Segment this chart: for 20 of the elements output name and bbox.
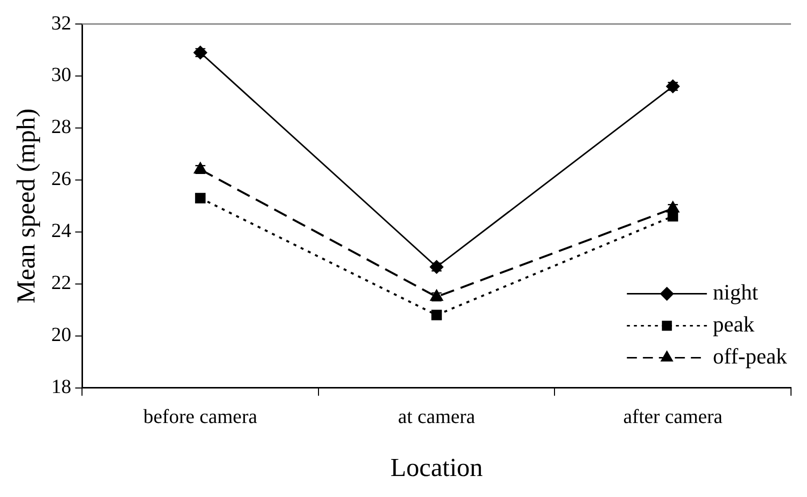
legend-label: night [712,280,758,305]
y-tick-label: 22 [51,272,72,294]
x-tick-label: before camera [143,406,258,428]
x-tick-label: after camera [623,406,723,428]
y-tick-label: 18 [51,376,72,398]
legend-label: peak [712,312,754,337]
y-tick-label: 20 [51,324,72,346]
point [431,292,442,302]
y-tick-label: 28 [51,116,72,138]
y-tick-label: 24 [51,220,72,242]
y-axis-title: Mean speed (mph) [11,108,40,304]
y-tick-label: 26 [51,168,72,190]
y-tick-label: 32 [51,12,72,34]
point [194,46,208,60]
x-tick-label: at camera [398,406,476,428]
y-tick-label: 30 [51,64,72,86]
point [430,260,444,274]
legend-label: off-peak [712,344,788,369]
point [666,80,680,94]
x-axis-title: Location [390,453,483,482]
